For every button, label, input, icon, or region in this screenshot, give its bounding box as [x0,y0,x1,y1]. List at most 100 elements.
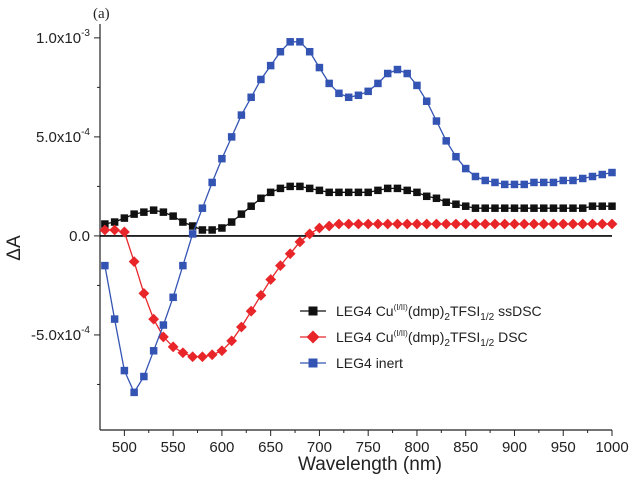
data-point [101,261,109,270]
series-1 [101,182,616,234]
data-point [510,204,519,212]
data-point [344,188,353,197]
data-point [481,176,489,185]
data-point [500,180,509,189]
legend-label: LEG4 Cu(I/II)(dmp)2TFSI1/2 ssDSC [336,303,542,323]
data-point [157,331,169,343]
data-point [539,178,548,187]
data-point [226,335,238,347]
data-point [128,256,140,268]
data-point [422,97,431,105]
data-point [372,218,384,230]
y-axis: 1.0x10-35.0x10-40.0-5.0x10-4 [31,28,100,385]
data-point [588,202,597,210]
data-point [471,204,480,212]
data-point [257,194,265,203]
x-tick-label: 500 [112,439,137,456]
data-point [421,218,433,230]
data-point [577,218,589,230]
data-point [520,180,528,189]
legend-marker [306,330,320,344]
data-point [247,202,255,210]
data-point [148,313,160,325]
data-point [109,224,121,236]
data-point [528,218,540,230]
legend-label-base: LEG4 Cu [336,329,394,345]
data-point [335,188,343,197]
data-point [403,69,411,78]
data-point [284,248,296,260]
data-point [118,226,130,238]
data-point [608,202,616,210]
data-point [460,218,472,230]
data-point [354,188,363,197]
data-point [403,186,411,195]
data-point [138,287,150,299]
y-tick-label-base: 0.0 [69,228,90,245]
x-tick-label: 900 [502,439,527,456]
legend-label-sup: (I/II) [394,329,409,338]
data-point [130,210,138,218]
data-point [296,182,304,191]
data-point [383,69,392,78]
data-point [177,347,189,359]
data-point [598,170,606,179]
data-point [382,218,394,230]
data-point [304,228,316,240]
data-point [471,172,480,181]
data-point [559,204,567,212]
y-tick-label: -5.0x10-4 [31,325,90,344]
data-point [539,204,548,212]
x-tick-label: 600 [209,439,234,456]
data-point [461,164,470,173]
legend-label-base: LEG4 Cu [336,303,394,319]
data-point [470,218,481,230]
data-point [305,184,314,193]
data-point [548,218,559,230]
data-point [218,154,226,163]
legend-label: LEG4 Cu(I/II)(dmp)2TFSI1/2 DSC [336,329,528,349]
data-point [237,210,246,218]
data-point [442,137,450,145]
legend-label-base: TFSI [450,329,480,345]
legend-label-sub: 2 [444,338,450,349]
legend-label-sub: 2 [444,312,450,323]
data-point [266,61,275,70]
x-axis-title: Wavelength (nm) [298,454,442,475]
data-point [247,93,255,102]
data-point [491,178,499,187]
data-point [596,218,608,230]
legend-item-1: LEG4 Cu(I/II)(dmp)2TFSI1/2 ssDSC [300,303,542,323]
data-point [227,133,236,141]
data-point [392,218,403,230]
legend-label-sub: 1/2 [480,312,494,323]
x-tick-label: 650 [258,439,283,456]
data-point [374,79,382,88]
data-point [120,366,129,375]
data-point [305,47,314,56]
data-point [294,236,306,248]
data-point [218,224,226,232]
y-tick-label-exponent: -4 [81,127,90,138]
data-point [578,204,587,212]
data-point [578,174,587,183]
data-point [276,47,285,56]
data-point [169,293,177,302]
x-tick-label: 700 [307,439,332,456]
data-point [411,218,423,230]
data-point [489,218,501,230]
x-tick-label: 950 [551,439,576,456]
data-point [188,222,197,230]
data-point [335,89,343,98]
legend-label-base: (dmp) [408,329,445,345]
x-tick-label: 1000 [595,439,628,456]
series-2 [99,218,618,363]
data-point [491,204,499,212]
series-3 [101,38,616,397]
data-point [413,81,421,90]
data-point [413,188,421,197]
legend-label-base: DSC [494,329,527,345]
data-point [245,305,257,317]
